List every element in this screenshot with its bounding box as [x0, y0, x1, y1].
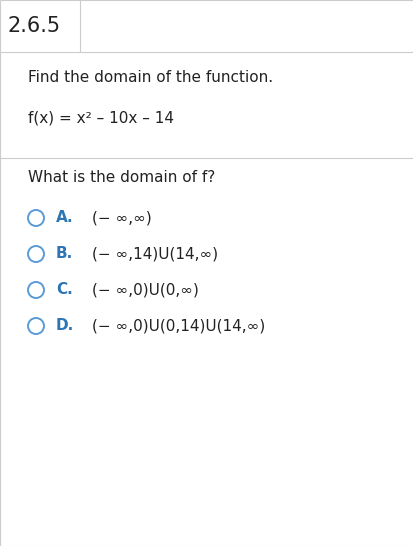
Text: D.: D. [56, 318, 74, 334]
Text: A.: A. [56, 211, 74, 225]
Text: f(x) = x² – 10x – 14: f(x) = x² – 10x – 14 [28, 110, 173, 126]
Text: Find the domain of the function.: Find the domain of the function. [28, 69, 273, 85]
Text: 2.6.5: 2.6.5 [8, 16, 61, 36]
Text: What is the domain of f?: What is the domain of f? [28, 170, 215, 186]
Text: (− ∞,0)U(0,∞): (− ∞,0)U(0,∞) [92, 282, 198, 298]
Text: (− ∞,14)U(14,∞): (− ∞,14)U(14,∞) [92, 246, 218, 262]
Text: C.: C. [56, 282, 73, 298]
Text: (− ∞,∞): (− ∞,∞) [92, 211, 152, 225]
Text: (− ∞,0)U(0,14)U(14,∞): (− ∞,0)U(0,14)U(14,∞) [92, 318, 265, 334]
Text: B.: B. [56, 246, 73, 262]
